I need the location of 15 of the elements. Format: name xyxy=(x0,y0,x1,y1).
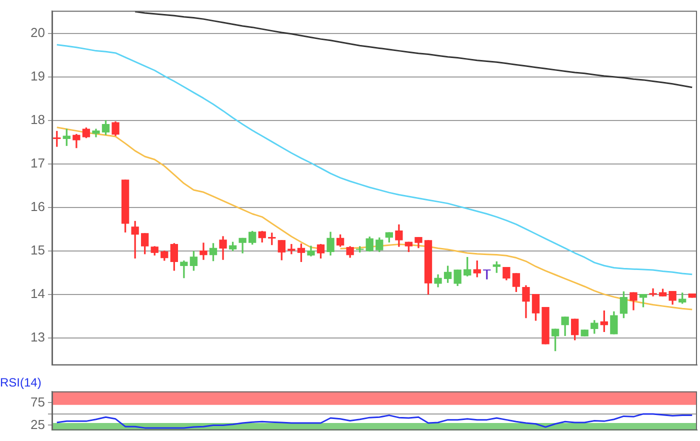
y-tick-label: 13 xyxy=(30,329,45,344)
y-tick-label: 18 xyxy=(30,112,45,127)
y-tick-label: 17 xyxy=(30,155,45,170)
y-tick-label: 14 xyxy=(30,286,45,301)
candlestick xyxy=(200,242,208,260)
chart-title: RSI(14) xyxy=(0,376,42,390)
y-tick-label: 19 xyxy=(30,68,45,84)
candlestick xyxy=(180,260,188,278)
y-tick-label: 15 xyxy=(30,242,45,258)
y-tick-label: 16 xyxy=(30,198,45,214)
y-tick-label: 20 xyxy=(30,24,45,40)
candlestick xyxy=(131,220,139,259)
y-tick-label: 25 xyxy=(30,416,45,432)
y-tick-label: 75 xyxy=(30,394,45,410)
candlestick xyxy=(649,288,657,296)
